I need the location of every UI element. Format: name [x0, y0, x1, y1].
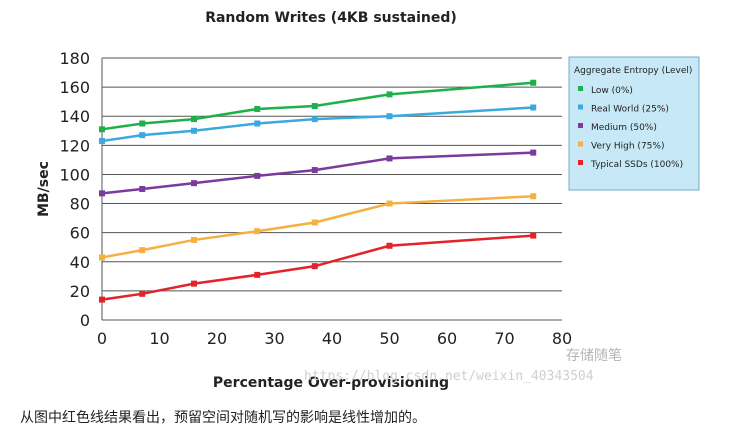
x-tick-label: 20 [207, 329, 227, 348]
series-line-1 [101, 106, 534, 143]
data-point [139, 120, 146, 127]
data-point [311, 103, 318, 110]
data-point [99, 137, 105, 144]
data-point [311, 167, 318, 174]
legend-box [568, 56, 700, 191]
data-point [191, 236, 197, 243]
data-point [139, 186, 146, 192]
data-point [139, 290, 146, 297]
data-point [530, 232, 537, 239]
data-point [311, 116, 318, 123]
data-point [191, 180, 197, 187]
data-point [386, 242, 393, 249]
data-point [530, 193, 537, 200]
chart-title: Random Writes (4KB sustained) [205, 10, 457, 26]
legend-swatch [578, 123, 583, 128]
data-point [254, 105, 261, 112]
x-tick-label: 50 [379, 329, 399, 348]
y-tick-label: 120 [59, 136, 90, 155]
data-point [254, 120, 261, 127]
x-tick-label: 80 [552, 329, 572, 348]
y-tick-label: 100 [59, 165, 90, 184]
y-axis-label: MB/sec [36, 161, 52, 217]
y-tick-label: 80 [70, 195, 90, 214]
legend-swatch [578, 104, 583, 110]
watermark-url: https://blog.csdn.net/weixin_40343504 [304, 369, 594, 384]
data-point [99, 296, 105, 303]
y-tick-label: 140 [59, 107, 90, 126]
data-point [254, 228, 261, 235]
x-tick-label: 30 [264, 329, 284, 348]
data-point [530, 104, 537, 111]
x-axis-label: Percentage Over-provisioning [213, 375, 449, 391]
x-tick-label: 40 [322, 329, 342, 348]
legend-swatch [578, 141, 583, 147]
data-point [254, 172, 261, 179]
legend-item: Low (0%) [591, 86, 633, 96]
y-tick-label: 180 [59, 49, 90, 68]
grid-lines [102, 57, 562, 321]
y-tick-label: 40 [70, 253, 90, 272]
data-point [191, 280, 197, 287]
legend-title: Aggregate Entropy (Level) [574, 66, 692, 76]
x-tick-label: 0 [97, 329, 107, 348]
data-point [139, 247, 146, 254]
series-group [99, 79, 537, 303]
data-point [99, 126, 105, 133]
y-tick-label: 60 [70, 224, 90, 243]
data-point [311, 263, 318, 270]
data-point [99, 254, 105, 261]
y-tick-label: 160 [59, 78, 90, 97]
y-tick-label: 0 [80, 311, 90, 330]
legend-item: Real World (25%) [591, 105, 669, 115]
legend-swatch [578, 86, 583, 91]
legend-item: Very High (75%) [591, 142, 664, 152]
data-point [254, 271, 261, 278]
x-tick-label: 70 [494, 329, 514, 348]
series-line-3 [101, 195, 534, 259]
data-point [311, 219, 318, 226]
data-point [191, 127, 197, 134]
line-chart: Random Writes (4KB sustained) 0 20 40 60 80 1… [36, 10, 700, 391]
data-point [386, 113, 393, 120]
legend-item: Typical SSDs (100%) [590, 160, 683, 170]
y-tick-label: 20 [70, 282, 90, 301]
data-point [191, 116, 197, 123]
data-point [386, 200, 393, 207]
legend-item: Medium (50%) [591, 123, 657, 133]
legend-swatch [578, 160, 583, 165]
data-point [386, 91, 393, 98]
data-point [530, 149, 537, 156]
legend: Aggregate Entropy (Level) Low (0%) Real Wo… [568, 56, 700, 191]
data-point [139, 132, 146, 139]
x-tick-label: 60 [437, 329, 457, 348]
watermark-brand: 存储随笔 [566, 348, 622, 364]
data-point [386, 155, 393, 162]
x-tick-label: 10 [149, 329, 169, 348]
caption-text: 从图中红色线结果看出，预留空间对随机写的影响是线性增加的。 [20, 410, 426, 426]
data-point [99, 190, 105, 197]
data-point [530, 79, 537, 86]
axes: 0 20 40 60 80 100 120 140 160 180 0 10 20 30 40 50 60 70 8… [59, 49, 572, 348]
